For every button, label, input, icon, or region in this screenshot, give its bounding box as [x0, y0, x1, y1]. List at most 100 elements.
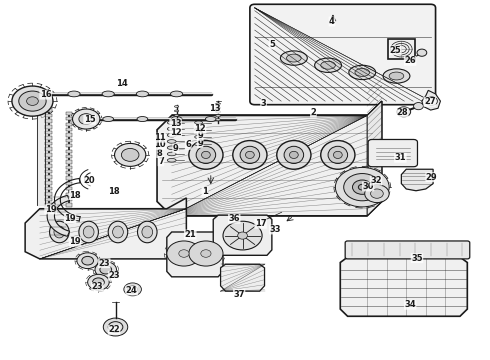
Circle shape — [189, 241, 223, 266]
Ellipse shape — [195, 121, 202, 124]
Polygon shape — [367, 101, 382, 216]
Circle shape — [426, 97, 438, 105]
Text: 32: 32 — [370, 176, 382, 185]
Bar — [45, 153, 52, 157]
Circle shape — [93, 278, 104, 287]
Text: 35: 35 — [411, 254, 423, 263]
Bar — [66, 176, 72, 180]
Ellipse shape — [196, 146, 216, 163]
Polygon shape — [47, 195, 70, 236]
Text: 15: 15 — [84, 115, 96, 124]
Circle shape — [79, 114, 94, 125]
Polygon shape — [25, 198, 186, 259]
Ellipse shape — [171, 117, 182, 122]
Circle shape — [167, 241, 201, 266]
Polygon shape — [157, 101, 382, 216]
Bar — [45, 159, 52, 162]
Bar — [66, 198, 72, 201]
Bar — [45, 186, 52, 190]
Circle shape — [73, 109, 100, 129]
Ellipse shape — [216, 111, 220, 113]
Bar — [45, 136, 52, 140]
Ellipse shape — [216, 107, 220, 109]
Bar — [45, 170, 52, 174]
FancyBboxPatch shape — [388, 40, 415, 59]
Circle shape — [352, 180, 372, 194]
Ellipse shape — [174, 110, 179, 112]
Bar — [66, 193, 72, 196]
Text: 12: 12 — [194, 124, 206, 133]
Ellipse shape — [355, 68, 369, 76]
Text: 4: 4 — [329, 17, 335, 26]
Circle shape — [12, 86, 53, 116]
Ellipse shape — [333, 151, 342, 158]
Text: 36: 36 — [228, 214, 240, 223]
FancyBboxPatch shape — [345, 241, 470, 259]
Text: 13: 13 — [209, 104, 221, 113]
Bar — [66, 112, 72, 115]
Polygon shape — [340, 257, 467, 316]
Ellipse shape — [167, 152, 176, 156]
Text: 2: 2 — [311, 108, 317, 117]
FancyBboxPatch shape — [250, 4, 436, 105]
Ellipse shape — [167, 158, 176, 162]
Ellipse shape — [167, 121, 176, 125]
Ellipse shape — [83, 226, 94, 238]
Bar — [45, 164, 52, 168]
Bar — [66, 128, 72, 131]
Circle shape — [124, 283, 142, 296]
Text: 37: 37 — [233, 289, 245, 298]
Text: 31: 31 — [394, 153, 406, 162]
Polygon shape — [167, 232, 223, 277]
Bar — [45, 175, 52, 179]
Bar — [66, 166, 72, 169]
Ellipse shape — [216, 115, 220, 117]
Text: 14: 14 — [116, 80, 128, 89]
Ellipse shape — [137, 117, 148, 122]
Text: 11: 11 — [154, 133, 165, 142]
Ellipse shape — [174, 105, 179, 107]
Circle shape — [370, 189, 383, 198]
Text: 16: 16 — [40, 90, 51, 99]
Text: 18: 18 — [69, 190, 81, 199]
Text: 10: 10 — [154, 140, 165, 149]
Circle shape — [414, 103, 423, 110]
Ellipse shape — [102, 91, 114, 97]
Circle shape — [179, 250, 189, 257]
Ellipse shape — [201, 151, 210, 158]
Ellipse shape — [233, 140, 267, 169]
Text: 29: 29 — [426, 173, 438, 182]
Bar — [45, 114, 52, 117]
Circle shape — [82, 256, 94, 265]
Text: 1: 1 — [202, 187, 208, 196]
Circle shape — [26, 97, 38, 105]
Ellipse shape — [68, 91, 80, 97]
Circle shape — [343, 174, 381, 201]
Ellipse shape — [167, 127, 176, 131]
Ellipse shape — [389, 72, 404, 80]
Text: 12: 12 — [170, 128, 181, 137]
Bar — [66, 144, 72, 147]
Ellipse shape — [290, 151, 298, 158]
Text: 9: 9 — [197, 131, 203, 140]
Text: 25: 25 — [390, 46, 401, 55]
Circle shape — [417, 49, 427, 56]
Bar — [66, 134, 72, 136]
Text: 6: 6 — [185, 140, 191, 149]
Ellipse shape — [284, 146, 304, 163]
Ellipse shape — [171, 91, 183, 97]
Bar — [66, 117, 72, 121]
Bar — [66, 149, 72, 153]
Text: 33: 33 — [270, 225, 281, 234]
Text: 23: 23 — [108, 271, 120, 280]
Circle shape — [95, 262, 117, 278]
Bar — [45, 181, 52, 185]
Ellipse shape — [108, 221, 128, 243]
Circle shape — [223, 221, 262, 250]
Ellipse shape — [240, 146, 260, 163]
Ellipse shape — [277, 140, 311, 169]
Bar — [66, 171, 72, 174]
Text: 30: 30 — [363, 182, 374, 191]
Ellipse shape — [49, 221, 69, 243]
Circle shape — [201, 250, 211, 257]
